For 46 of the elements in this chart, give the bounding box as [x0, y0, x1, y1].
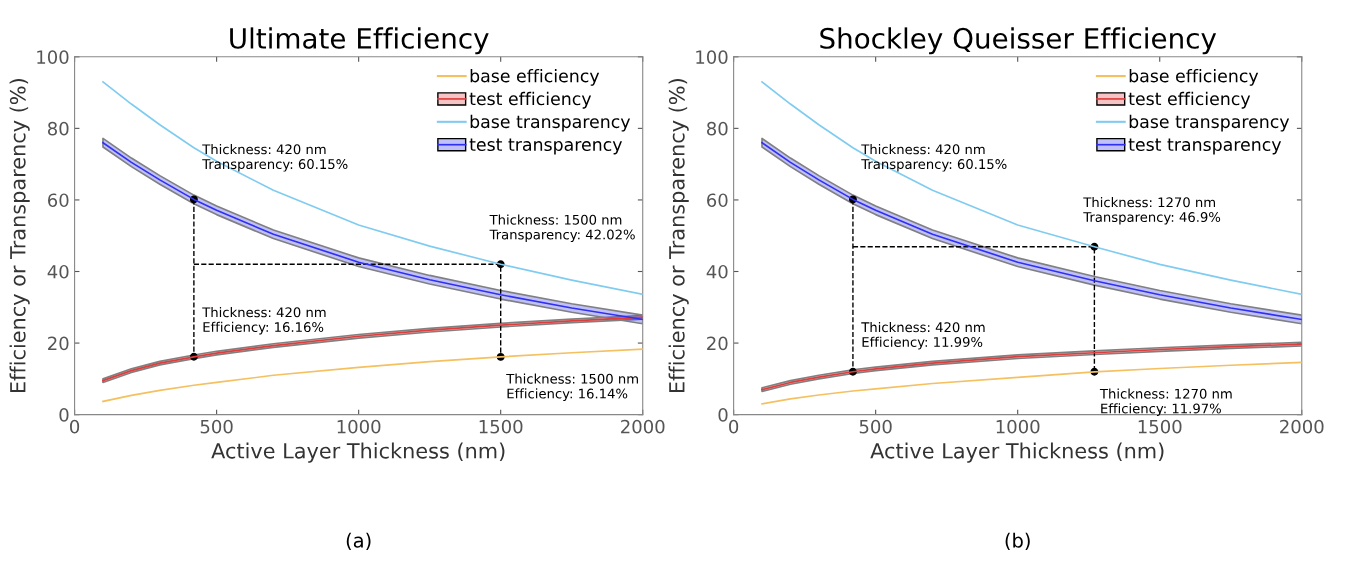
y-tick-label: 0	[718, 408, 728, 422]
y-axis-title: Efficiency or Transparency (%)	[9, 79, 30, 393]
y-tick-label: 60	[707, 193, 728, 208]
x-tick-label: 500	[859, 419, 892, 434]
y-axis-title: Efficiency or Transparency (%)	[668, 79, 689, 393]
y-tick-label: 20	[707, 336, 728, 351]
annotation: Thickness: 420 nm Efficiency: 11.99%	[861, 321, 985, 350]
text: (a)	[346, 532, 371, 551]
x-axis-title: Active Layer Thickness (nm)	[211, 442, 505, 463]
x-tick-label: 2000	[621, 419, 665, 434]
legend-label: test transparency	[469, 138, 622, 155]
y-tick-label: 0	[59, 408, 69, 422]
x-tick-label: 1000	[337, 419, 381, 434]
legend-label: base transparency	[1129, 114, 1290, 132]
annotation: Thickness: 420 nm Efficiency: 16.16%	[202, 307, 326, 335]
chart-title: Shockley Queisser Efficiency	[820, 27, 1217, 55]
annotation: Thickness: 1270 nm Transparency: 46.9%	[1083, 197, 1221, 225]
legend-label: base efficiency	[470, 68, 600, 86]
y-tick-label: 100	[37, 50, 69, 64]
legend-label: base transparency	[470, 114, 631, 132]
legend-label: test transparency	[1128, 138, 1282, 155]
annotation: Thickness: 420 nm Transparency: 60.15%	[861, 144, 1007, 172]
chart-title: Ultimate Efficiency	[230, 27, 489, 55]
annotation: Thickness: 1500 nm Efficiency: 16.14%	[506, 373, 638, 402]
y-tick-label: 80	[707, 121, 728, 136]
x-tick-label: 0	[70, 419, 80, 434]
annotation: Thickness: 420 nm Transparency: 60.15%	[202, 144, 348, 172]
y-tick-label: 60	[48, 193, 69, 208]
legend-label: test efficiency	[469, 91, 592, 109]
x-axis-title: Active Layer Thickness (nm)	[870, 442, 1164, 463]
y-tick-label: 80	[47, 121, 69, 136]
y-tick-label: 20	[48, 336, 69, 351]
x-tick-label: 500	[200, 419, 233, 434]
annotation: Thickness: 1270 nm Efficiency: 11.97%	[1099, 388, 1232, 417]
text: (b)	[1005, 532, 1030, 551]
x-tick-label: 1500	[1138, 419, 1182, 434]
x-tick-label: 2000	[1280, 419, 1324, 434]
x-tick-label: 1000	[996, 419, 1040, 434]
legend-label: test efficiency	[1128, 91, 1251, 109]
legend-label: base efficiency	[1129, 68, 1259, 86]
x-tick-label: 1500	[479, 419, 523, 434]
y-tick-label: 40	[706, 264, 728, 279]
y-tick-label: 40	[47, 264, 69, 279]
y-tick-label: 100	[696, 50, 728, 64]
annotation: Thickness: 1500 nm Transparency: 42.02%	[489, 214, 635, 243]
x-tick-label: 0	[729, 419, 739, 434]
